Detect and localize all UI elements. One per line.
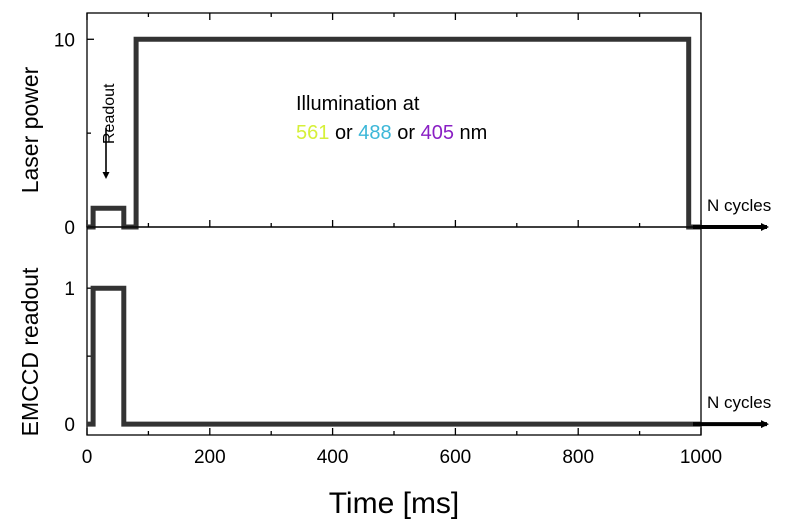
illumination-line2: 561 or 488 or 405 nm [296,122,487,144]
bottom-ylabel: EMCCD readout [17,267,43,436]
bottom-ytick-1: 1 [64,279,75,300]
bottom-plot-frame [87,227,701,435]
top-ytick-10: 10 [54,30,75,51]
x-tick-label: 200 [194,447,226,468]
or-2: or [397,122,415,144]
x-tick-label: 0 [82,447,93,468]
top-ytick-0: 0 [64,218,75,239]
x-tick-label: 600 [440,447,472,468]
emccd-readout-trace [87,288,701,424]
or-1: or [335,122,353,144]
wavelength-488: 488 [358,122,391,144]
top-plot-frame [87,13,701,227]
wavelength-561: 561 [296,122,329,144]
unit-nm: nm [460,122,488,144]
top-n-cycles-label: N cycles [707,196,771,215]
readout-annotation: Readout [101,83,118,144]
top-ticks [87,13,701,227]
top-panel: N cycles 0 10 Laser power Readout Illumi… [17,13,771,239]
bottom-ytick-0: 0 [64,415,75,436]
x-tick-label: 800 [562,447,594,468]
bottom-ticks [87,288,701,435]
wavelength-405: 405 [421,122,454,144]
bottom-n-cycles-label: N cycles [707,393,771,412]
top-ylabel: Laser power [17,66,43,193]
x-tick-label: 1000 [680,447,722,468]
x-axis-label: Time [ms] [329,487,460,519]
x-tick-labels: 0 200 400 600 800 1000 [82,447,722,468]
x-tick-label: 400 [317,447,349,468]
illumination-line1: Illumination at [296,93,420,115]
bottom-panel: N cycles 0 1 EMCCD readout 0 200 400 600 800… [17,227,771,519]
